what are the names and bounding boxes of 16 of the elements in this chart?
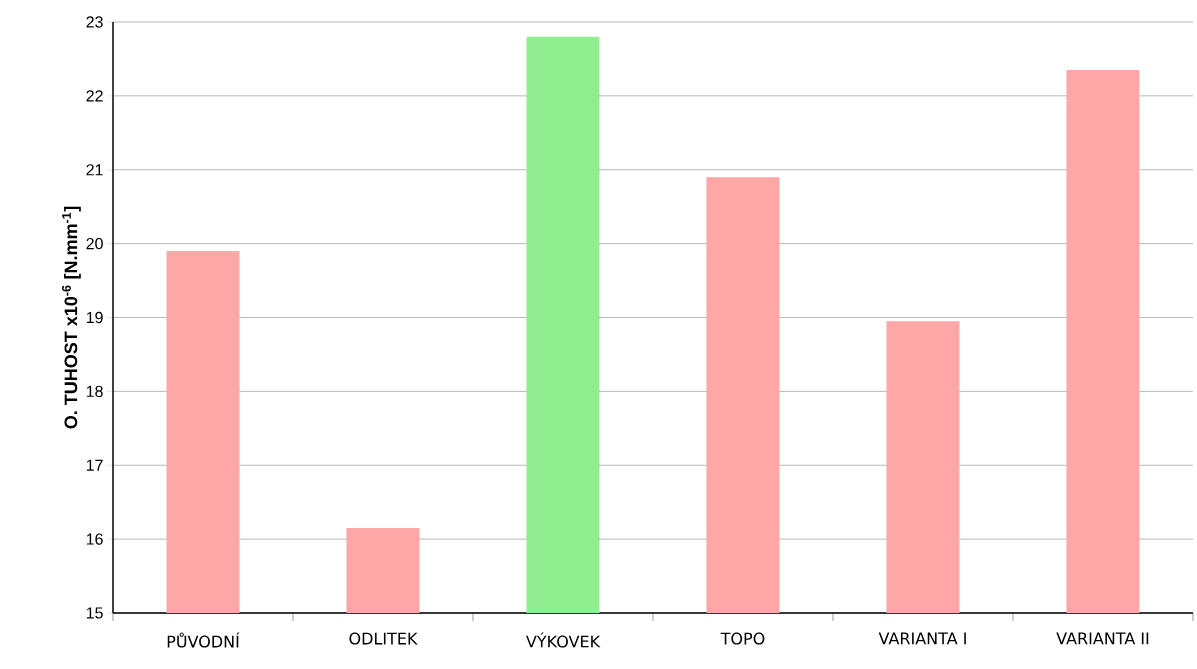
y-tick-label: 22 bbox=[86, 90, 103, 102]
x-tick-label: ODLITEK bbox=[349, 632, 418, 645]
x-tick-label: VÝKOVEK bbox=[526, 632, 601, 648]
y-tick-label: 16 bbox=[86, 533, 103, 545]
x-tick-label: VARIANTA I bbox=[878, 632, 966, 645]
x-tick-label: PŮVODNÍ bbox=[167, 632, 240, 648]
y-tick-label: 20 bbox=[86, 237, 103, 250]
x-tick-label: TOPO bbox=[720, 632, 765, 645]
y-tick-label: 19 bbox=[86, 311, 103, 324]
y-tick-label: 18 bbox=[86, 385, 103, 398]
y-tick-label: 21 bbox=[86, 164, 103, 176]
x-tick-label: VARIANTA II bbox=[1056, 632, 1149, 645]
y-tick-label: 23 bbox=[86, 16, 103, 28]
y-axis-title: O. TUHOST x10$^{-6}$ [N.mm$^{-1}$] bbox=[62, 206, 81, 429]
y-tick-label: 17 bbox=[86, 459, 103, 471]
y-tick-label: 15 bbox=[86, 607, 103, 619]
